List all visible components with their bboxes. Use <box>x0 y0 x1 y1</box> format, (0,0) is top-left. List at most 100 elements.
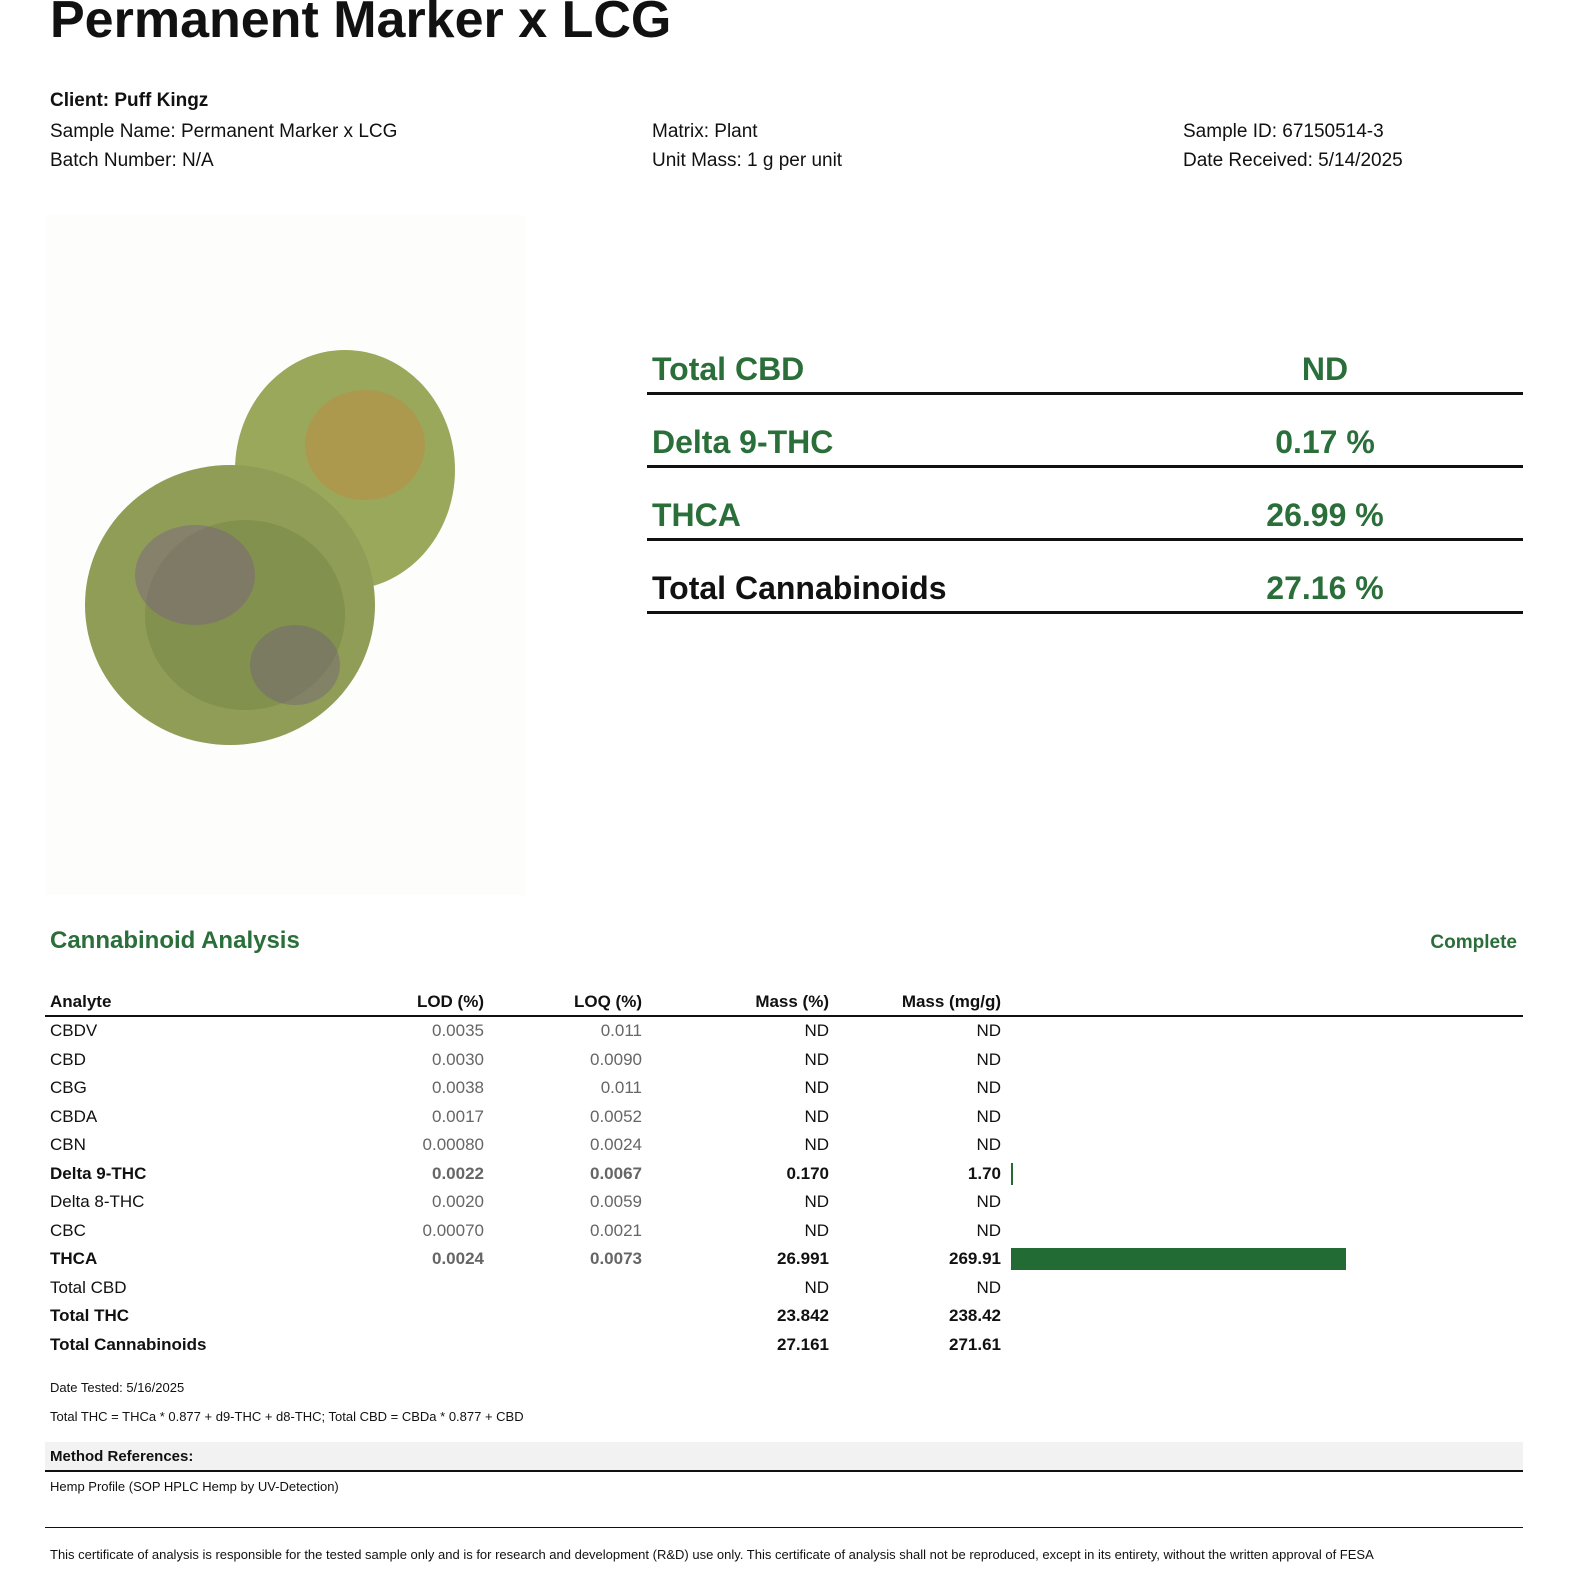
info: Matrix: Plant <box>652 121 758 142</box>
summary-value: 27.16 % <box>1266 570 1384 606</box>
cell-mass-pct: ND <box>804 1021 829 1040</box>
table-row: CBDA 0.0017 0.0052 ND ND <box>45 1103 1523 1131</box>
mass-bar <box>1011 1248 1346 1270</box>
cell-mass-pct: ND <box>804 1078 829 1097</box>
column-header: Mass (%) <box>755 992 829 1011</box>
cell-loq: 0.011 <box>600 1078 642 1097</box>
table-header: Analyte LOD (%) LOQ (%) Mass (%) Mass (mg/g) <box>45 988 1523 1017</box>
info: Batch Number: N/A <box>50 150 214 171</box>
table-row: CBC 0.00070 0.0021 ND ND <box>45 1217 1523 1245</box>
date-tested: Date Tested: 5/16/2025 <box>50 1380 185 1395</box>
summary-label: Delta 9-THC <box>652 424 834 460</box>
table-row: Delta 8-THC 0.0020 0.0059 ND ND <box>45 1188 1523 1216</box>
cell-lod: 0.00080 <box>422 1135 484 1154</box>
cell-mass-pct: ND <box>804 1135 829 1154</box>
cell-loq: 0.0067 <box>590 1163 642 1183</box>
summary-row: Delta 9-THC 0.17 % <box>647 395 1523 468</box>
cell-analyte: CBDV <box>50 1021 98 1040</box>
column-header: Mass (mg/g) <box>901 992 1001 1011</box>
cell-mass-mgg: 269.91 <box>949 1249 1001 1268</box>
cell-mass-mgg: ND <box>976 1049 1001 1069</box>
table-row: Total Cannabinoids 27.161 271.61 <box>45 1331 1523 1359</box>
table-row: CBDV 0.0035 0.011 ND ND <box>45 1017 1523 1045</box>
cell-lod: 0.0038 <box>432 1078 484 1097</box>
cell-loq: 0.011 <box>600 1021 642 1040</box>
cell-lod: 0.00070 <box>422 1220 484 1240</box>
cell-mass-pct: ND <box>804 1192 829 1211</box>
column-header: LOQ (%) <box>574 992 642 1011</box>
cell-mass-mgg: ND <box>976 1135 1001 1154</box>
cell-mass-mgg: ND <box>976 1078 1001 1097</box>
cell-mass-pct: ND <box>804 1049 829 1069</box>
bud-purple <box>250 625 340 705</box>
summary-row: Total Cannabinoids 27.16 % <box>647 541 1523 614</box>
method-title: Method References: <box>50 1448 194 1465</box>
cell-mass-pct: 27.161 <box>777 1334 829 1354</box>
cell-analyte: CBD <box>50 1049 86 1069</box>
cell-analyte: Total THC <box>50 1306 130 1325</box>
table-row: CBN 0.00080 0.0024 ND ND <box>45 1131 1523 1159</box>
info: Unit Mass: 1 g per unit <box>652 150 843 171</box>
cell-lod: 0.0022 <box>432 1163 484 1183</box>
column-header: LOD (%) <box>416 992 484 1011</box>
table-row: Delta 9-THC 0.0022 0.0067 0.170 1.70 <box>45 1160 1523 1188</box>
cell-lod: 0.0035 <box>432 1021 484 1040</box>
status: Complete <box>1430 932 1517 953</box>
cell-mass-mgg: ND <box>976 1277 1001 1297</box>
cell-mass-pct: 23.842 <box>777 1306 829 1325</box>
info: Sample Name: Permanent Marker x LCG <box>50 121 398 142</box>
summary-value: 0.17 % <box>1275 424 1375 460</box>
cell-analyte: CBG <box>50 1078 87 1097</box>
column-header: Analyte <box>50 992 112 1011</box>
summary-value: 26.99 % <box>1266 497 1384 533</box>
summary-row: Total CBD ND <box>647 322 1523 395</box>
cell-mass-mgg: 1.70 <box>967 1163 1001 1183</box>
summary-label: Total CBD <box>652 351 805 387</box>
table-row: CBD 0.0030 0.0090 ND ND <box>45 1046 1523 1074</box>
cell-lod: 0.0030 <box>432 1049 484 1069</box>
cell-mass-pct: ND <box>804 1106 829 1126</box>
table-row: CBG 0.0038 0.011 ND ND <box>45 1074 1523 1102</box>
info-col: Sample ID: 67150514-3 Date Received: 5/14… <box>1183 117 1403 175</box>
info: Sample ID: 67150514-3 <box>1183 121 1384 142</box>
sample-image <box>45 215 525 895</box>
info: Date Received: 5/14/2025 <box>1183 150 1403 171</box>
title: Permanent Marker x LCG <box>50 0 672 49</box>
summary-row: THCA 26.99 % <box>647 468 1523 541</box>
summary-label: THCA <box>652 497 741 533</box>
cell-loq: 0.0073 <box>590 1249 642 1268</box>
table-row: Total CBD ND ND <box>45 1274 1523 1302</box>
cell-loq: 0.0024 <box>590 1135 642 1154</box>
cell-mass-mgg: ND <box>976 1220 1001 1240</box>
info-col: Matrix: Plant Unit Mass: 1 g per unit <box>652 117 842 175</box>
bud-hair <box>305 390 425 500</box>
cell-analyte: Delta 9-THC <box>50 1163 147 1183</box>
cell-analyte: CBDA <box>50 1106 98 1126</box>
cell-loq: 0.0052 <box>590 1106 642 1126</box>
summary-value: ND <box>1301 351 1349 387</box>
cell-analyte: THCA <box>50 1249 98 1268</box>
cell-analyte: Total Cannabinoids <box>50 1334 207 1354</box>
cell-analyte: CBC <box>50 1220 86 1240</box>
cell-mass-mgg: 271.61 <box>949 1334 1001 1354</box>
info-col: Sample Name: Permanent Marker x LCG Batch… <box>50 117 397 175</box>
formula: Total THC = THCa * 0.877 + d9-THC + d8-T… <box>50 1409 524 1424</box>
cell-lod: 0.0020 <box>432 1192 484 1211</box>
table-row: THCA 0.0024 0.0073 26.991 269.91 <box>45 1245 1523 1273</box>
cell-loq: 0.0021 <box>590 1220 642 1240</box>
cell-loq: 0.0090 <box>590 1049 642 1069</box>
client: Client: Puff Kingz <box>50 90 209 111</box>
cell-mass-mgg: ND <box>976 1021 1001 1040</box>
divider <box>45 1527 1523 1528</box>
summary-label: Total Cannabinoids <box>652 570 947 606</box>
cell-loq: 0.0059 <box>590 1192 642 1211</box>
cell-mass-pct: 26.991 <box>777 1249 829 1268</box>
method-text: Hemp Profile (SOP HPLC Hemp by UV-Detect… <box>50 1479 339 1494</box>
method-header: Method References: <box>45 1442 1523 1472</box>
bud-purple <box>135 525 255 625</box>
cell-analyte: Delta 8-THC <box>50 1192 145 1211</box>
cell-mass-pct: 0.170 <box>786 1163 829 1183</box>
section-title: Cannabinoid Analysis <box>50 927 300 954</box>
disclaimer: This certificate of analysis is responsi… <box>50 1547 1374 1562</box>
